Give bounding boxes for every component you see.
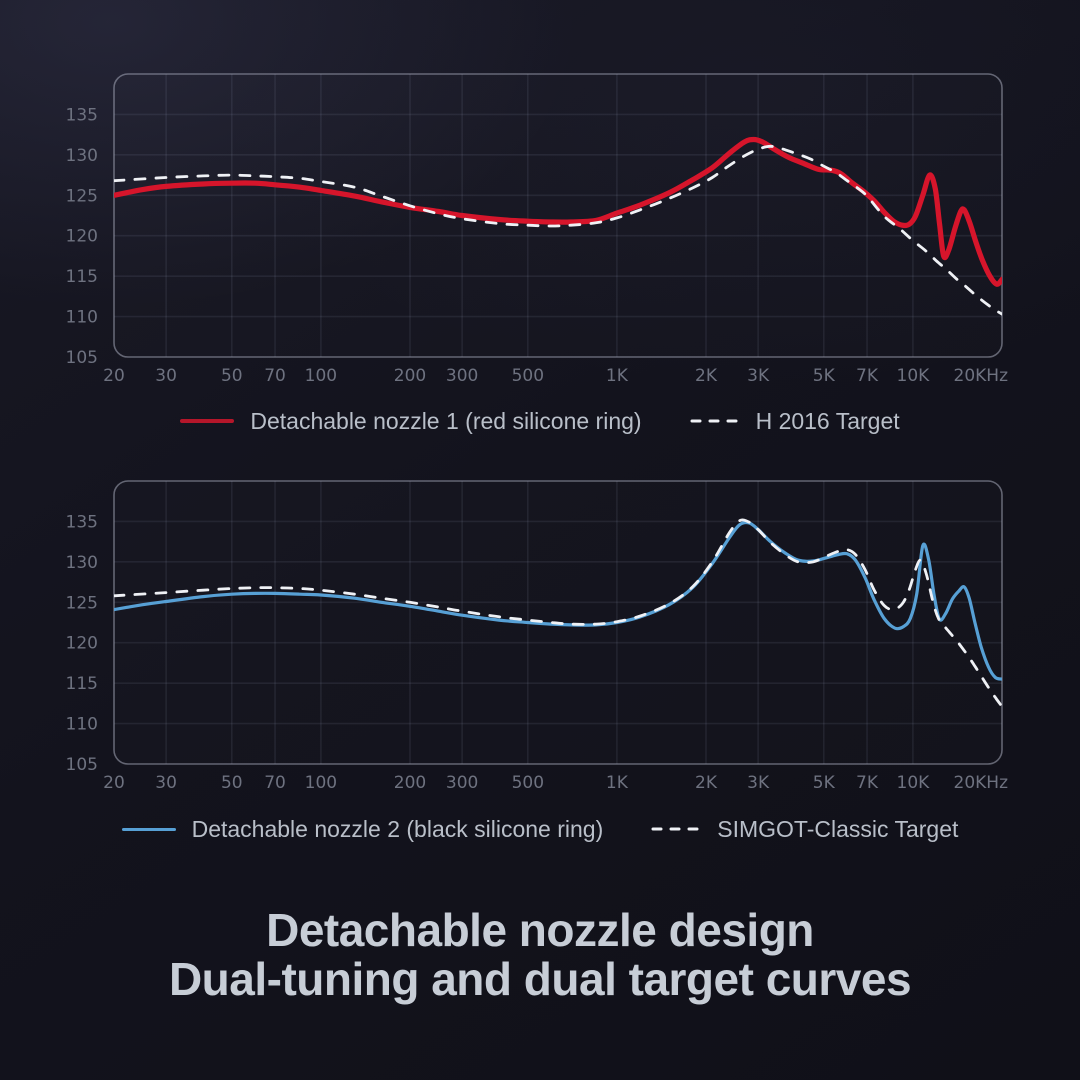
frequency-response-chart-nozzle-2: 105 110 115 120 125 130 135 20 30 50 70 100 200 300 50… [66,480,1009,793]
caption-line-1: Detachable nozzle design [266,904,814,956]
plot-panel-border [113,73,1003,358]
legend-label-nozzle-1: Detachable nozzle 1 (red silicone ring) [250,407,642,434]
y-axis-tick-label: 110 [66,715,98,735]
x-axis-tick-label: 200 [394,366,426,386]
x-axis-tick-label: 20KHz [954,366,1009,386]
y-axis-tick-label: 135 [66,512,98,532]
x-axis-tick-label: 1K [606,366,629,386]
curve-h2016-target [114,144,1002,316]
legend-label-nozzle-2: Detachable nozzle 2 (black silicone ring… [191,815,604,842]
curve-nozzle-2-blue [114,520,1002,681]
x-axis-tick-label: 10K [897,773,931,793]
x-axis-tick-label: 50 [221,773,243,793]
x-axis-tick-label: 30 [155,366,177,386]
legend-label-simgot-classic-target: SIMGOT-Classic Target [717,815,959,842]
x-axis-tick-label: 300 [446,773,478,793]
curve-simgot-classic-target [114,518,1002,708]
x-axis-tick-label: 500 [512,773,544,793]
x-axis-tick-label: 10K [897,366,931,386]
y-axis-tick-label: 120 [66,634,98,654]
y-axis-tick-label: 115 [66,267,98,287]
y-axis-tick-label: 130 [66,146,98,166]
y-axis-tick-label: 130 [66,553,98,573]
x-axis-tick-label: 3K [747,366,770,386]
x-axis-tick-label: 2K [695,773,718,793]
legend-label-h2016-target: H 2016 Target [755,407,900,434]
dashed-line-swatch-icon [651,827,701,831]
x-axis-tick-label: 300 [446,366,478,386]
y-axis-tick-label: 125 [66,593,98,613]
x-axis-tick-label: 5K [813,773,836,793]
x-axis-tick-label: 70 [264,366,286,386]
legend-item-simgot-classic-target: SIMGOT-Classic Target [651,816,958,843]
plot-panel-border [113,480,1003,765]
x-axis-tick-label: 20KHz [954,773,1009,793]
x-axis-tick-label: 70 [264,773,286,793]
legend-nozzle-1: Detachable nozzle 1 (red silicone ring) … [0,404,1080,438]
y-axis-tick-label: 125 [66,186,98,206]
dashed-line-swatch-icon [690,419,740,423]
x-axis-tick-label: 200 [394,773,426,793]
x-axis-tick-label: 3K [747,773,770,793]
x-axis-tick-label: 2K [695,366,718,386]
x-axis-tick-label: 20 [103,366,125,386]
y-axis-tick-label: 105 [66,348,98,368]
curve-nozzle-1-red [114,136,1002,287]
blue-line-swatch-icon [121,827,176,831]
x-axis-tick-label: 5K [813,366,836,386]
legend-item-nozzle-2: Detachable nozzle 2 (black silicone ring… [121,815,604,843]
x-axis-tick-label: 30 [155,773,177,793]
x-axis-tick-label: 100 [305,366,337,386]
x-axis-tick-label: 7K [856,773,879,793]
x-axis-tick-label: 1K [606,773,629,793]
legend-nozzle-2: Detachable nozzle 2 (black silicone ring… [0,812,1080,846]
frequency-response-chart-nozzle-1: 105 110 115 120 125 130 135 20 30 50 70 100 200 300 50… [66,73,1009,386]
y-axis-tick-label: 120 [66,227,98,247]
y-axis-tick-label: 110 [66,308,98,328]
x-axis-tick-label: 100 [305,773,337,793]
x-axis-tick-label: 50 [221,366,243,386]
legend-item-nozzle-1: Detachable nozzle 1 (red silicone ring) [180,407,642,435]
y-axis-tick-label: 115 [66,674,98,694]
y-axis-tick-label: 135 [66,105,98,125]
caption-line-2: Dual-tuning and dual target curves [168,953,912,1005]
x-axis-tick-label: 7K [856,366,879,386]
y-axis-tick-label: 105 [66,755,98,775]
red-line-swatch-icon [180,419,235,423]
caption: Detachable nozzle design Dual-tuning and… [0,906,1080,1004]
legend-item-h2016-target: H 2016 Target [690,408,900,435]
x-axis-tick-label: 20 [103,773,125,793]
x-axis-tick-label: 500 [512,366,544,386]
